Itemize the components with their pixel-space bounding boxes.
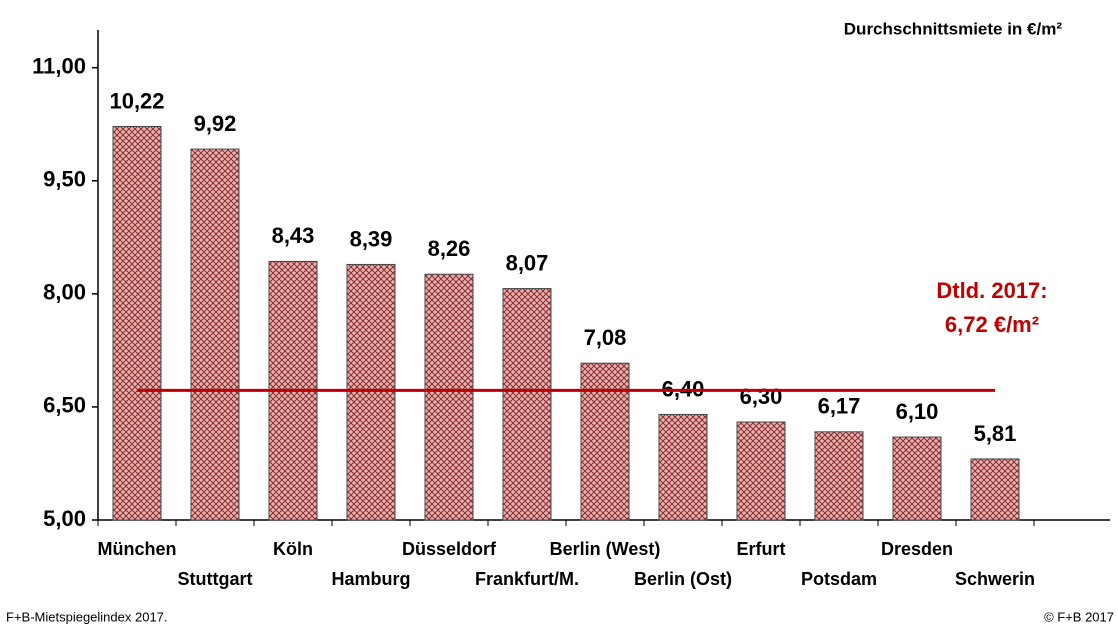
- x-tick-label: Düsseldorf: [402, 539, 497, 559]
- value-label: 9,92: [194, 111, 237, 136]
- source: F+B-Mietspiegelindex 2017.: [6, 609, 168, 624]
- value-label: 6,17: [818, 394, 861, 419]
- x-tick-label: Erfurt: [737, 539, 786, 559]
- x-tick-label: Berlin (Ost): [634, 569, 732, 589]
- reference-label: Dtld. 2017:: [936, 278, 1047, 303]
- bar: [112, 125, 162, 521]
- value-label: 5,81: [974, 421, 1017, 446]
- value-label: 10,22: [109, 88, 164, 113]
- credit: © F+B 2017: [1044, 609, 1114, 624]
- value-label: 8,07: [506, 250, 549, 275]
- x-tick-label: Schwerin: [955, 569, 1035, 589]
- x-tick-label: Potsdam: [801, 569, 877, 589]
- y-tick-label: 5,00: [43, 506, 86, 531]
- bar: [736, 421, 786, 521]
- value-label: 8,26: [428, 236, 471, 261]
- bar: [424, 273, 474, 521]
- value-label: 8,39: [350, 226, 393, 251]
- bar: [190, 148, 240, 521]
- bar: [814, 431, 864, 521]
- reference-label: 6,72 €/m²: [945, 312, 1039, 337]
- y-tick-label: 11,00: [32, 54, 86, 79]
- bar: [892, 436, 942, 521]
- y-tick-label: 8,00: [43, 280, 86, 305]
- x-tick-label: Hamburg: [331, 569, 410, 589]
- bar: [346, 263, 396, 521]
- bar: [580, 362, 630, 521]
- value-label: 7,08: [584, 325, 627, 350]
- x-tick-label: Berlin (West): [550, 539, 661, 559]
- value-label: 6,10: [896, 399, 939, 424]
- x-tick-label: Dresden: [881, 539, 953, 559]
- x-tick-label: München: [98, 539, 177, 559]
- bar: [658, 413, 708, 521]
- y-tick-label: 9,50: [43, 167, 86, 192]
- x-tick-label: Frankfurt/M.: [475, 569, 579, 589]
- x-tick-label: Köln: [273, 539, 313, 559]
- value-label: 8,43: [272, 223, 315, 248]
- value-label: 6,40: [662, 376, 705, 401]
- bar: [970, 458, 1020, 521]
- y-tick-label: 6,50: [43, 393, 86, 418]
- chart-title: Durchschnittsmiete in €/m²: [844, 19, 1063, 38]
- x-tick-label: Stuttgart: [178, 569, 253, 589]
- value-label: 6,30: [740, 384, 783, 409]
- bar: [502, 288, 552, 521]
